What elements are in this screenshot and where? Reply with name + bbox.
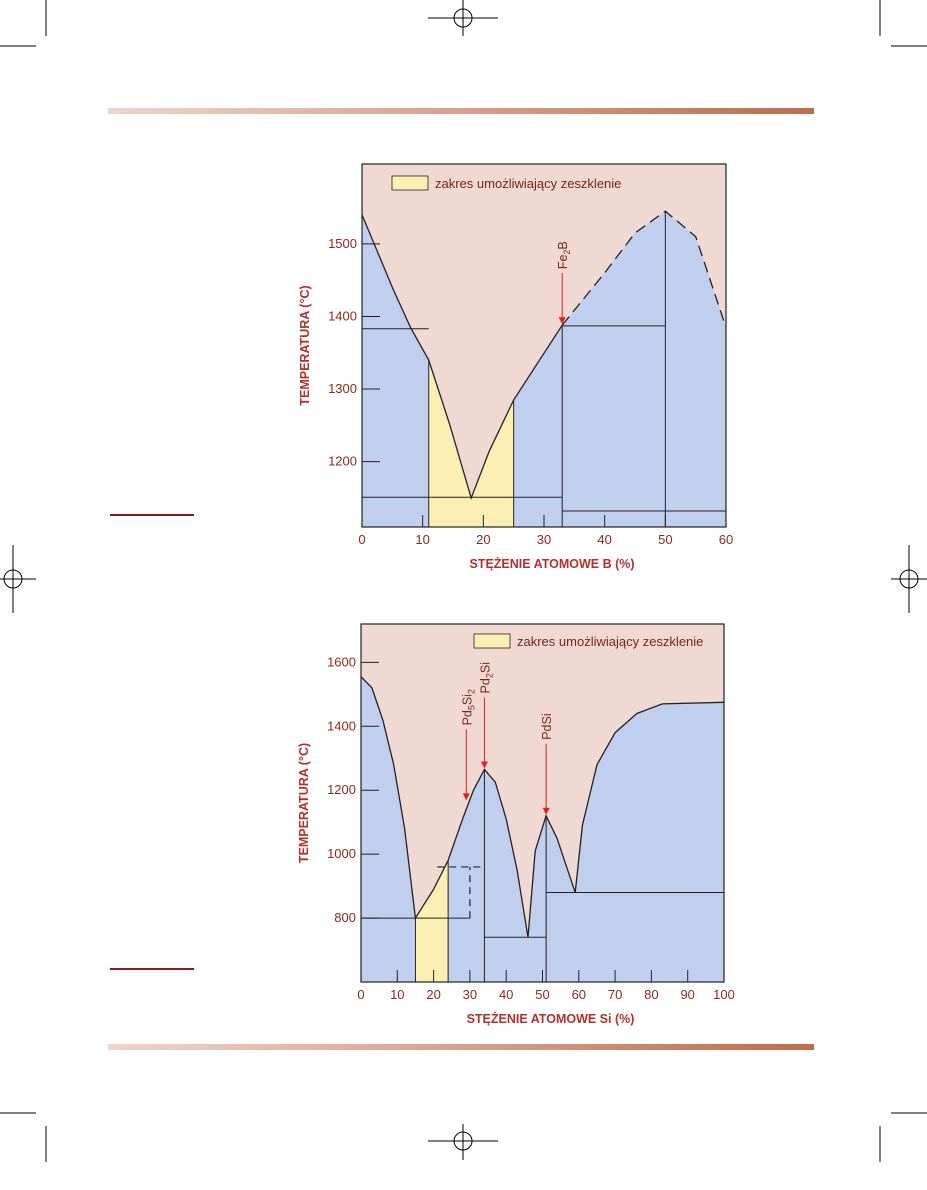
legend-label: zakres umożliwiający zeszklenie xyxy=(517,634,703,649)
x-tick-label: 100 xyxy=(713,987,735,1002)
x-tick-label: 80 xyxy=(644,987,658,1002)
compound-label-part: 2 xyxy=(466,689,476,694)
x-tick-label: 40 xyxy=(597,532,611,547)
compound-label-part: 5 xyxy=(466,705,476,710)
compound-label-part: Pd xyxy=(478,678,492,693)
registration-mark-right xyxy=(891,545,927,613)
y-axis-title: TEMPERATURA (°C) xyxy=(297,743,311,863)
compound-label-part: PdSi xyxy=(540,713,554,739)
y-tick-label: 1500 xyxy=(328,236,357,251)
crop-marks xyxy=(0,0,927,1162)
legend-label: zakres umożliwiający zeszklenie xyxy=(435,176,621,191)
liquidus-curve xyxy=(360,676,725,938)
x-tick-label: 60 xyxy=(719,532,733,547)
chart-fe-b: 0 10 20 30 40 50 60 1200 1300 1400 1500 STĘŻENIE AT… xyxy=(298,163,733,571)
x-tick-label: 30 xyxy=(537,532,551,547)
compound-label-part: Fe xyxy=(556,255,570,270)
liquidus-curve xyxy=(361,214,563,501)
y-tick-label: 1000 xyxy=(327,846,356,861)
x-tick-label: 50 xyxy=(535,987,549,1002)
header-rule xyxy=(108,108,814,114)
compound-label-part: 2 xyxy=(562,250,572,255)
x-axis-title: STĘŻENIE ATOMOWE Si (%) xyxy=(467,1011,635,1026)
x-tick-label: 40 xyxy=(499,987,513,1002)
x-tick-label: 20 xyxy=(476,532,490,547)
compound-label: Pd5Si2 xyxy=(460,689,476,725)
registration-mark-bottom xyxy=(428,1124,498,1160)
footer-rule xyxy=(108,1044,814,1050)
registration-mark-left xyxy=(0,545,36,613)
y-tick-label: 1400 xyxy=(327,718,356,733)
compound-label: PdSi xyxy=(540,713,554,739)
x-tick-label: 50 xyxy=(658,532,672,547)
liquidus-curve-dashed xyxy=(561,210,727,328)
y-tick-label: 1200 xyxy=(327,782,356,797)
x-tick-label: 0 xyxy=(358,532,365,547)
compound-label-part: Si xyxy=(460,694,474,705)
compound-label: Fe2B xyxy=(556,241,572,269)
compound-arrow-head xyxy=(462,793,470,801)
legend-swatch xyxy=(473,633,511,649)
caption-rule-2 xyxy=(110,968,194,970)
x-tick-label: 90 xyxy=(680,987,694,1002)
y-tick-label: 1300 xyxy=(328,381,357,396)
x-tick-label: 20 xyxy=(426,987,440,1002)
x-tick-label: 30 xyxy=(463,987,477,1002)
compound-arrow-head xyxy=(542,807,550,815)
compound-label-part: Pd xyxy=(460,710,474,725)
y-tick-label: 800 xyxy=(334,910,356,925)
x-tick-label: 10 xyxy=(415,532,429,547)
y-tick-label: 1400 xyxy=(328,308,357,323)
compound-arrow-head xyxy=(558,317,566,325)
compound-label-part: B xyxy=(556,241,570,249)
x-tick-label: 0 xyxy=(357,987,364,1002)
compound-arrow-head xyxy=(480,761,488,769)
registration-mark-top xyxy=(428,0,498,36)
y-tick-label: 1600 xyxy=(327,654,356,669)
x-tick-label: 70 xyxy=(608,987,622,1002)
y-axis-title: TEMPERATURA (°C) xyxy=(298,285,312,405)
compound-label-part: Si xyxy=(478,662,492,673)
compound-label-part: 2 xyxy=(484,673,494,678)
caption-rule-1 xyxy=(110,514,194,516)
compound-label: Pd2Si xyxy=(478,662,494,693)
x-tick-label: 10 xyxy=(390,987,404,1002)
y-tick-label: 1200 xyxy=(328,454,357,469)
legend-swatch xyxy=(391,175,429,191)
chart-pd-si: 0 10 20 30 40 50 60 70 80 90 100 800 1000 1200 1400 160… xyxy=(297,623,735,1026)
x-axis-title: STĘŻENIE ATOMOWE B (%) xyxy=(469,556,634,571)
x-tick-label: 60 xyxy=(572,987,586,1002)
